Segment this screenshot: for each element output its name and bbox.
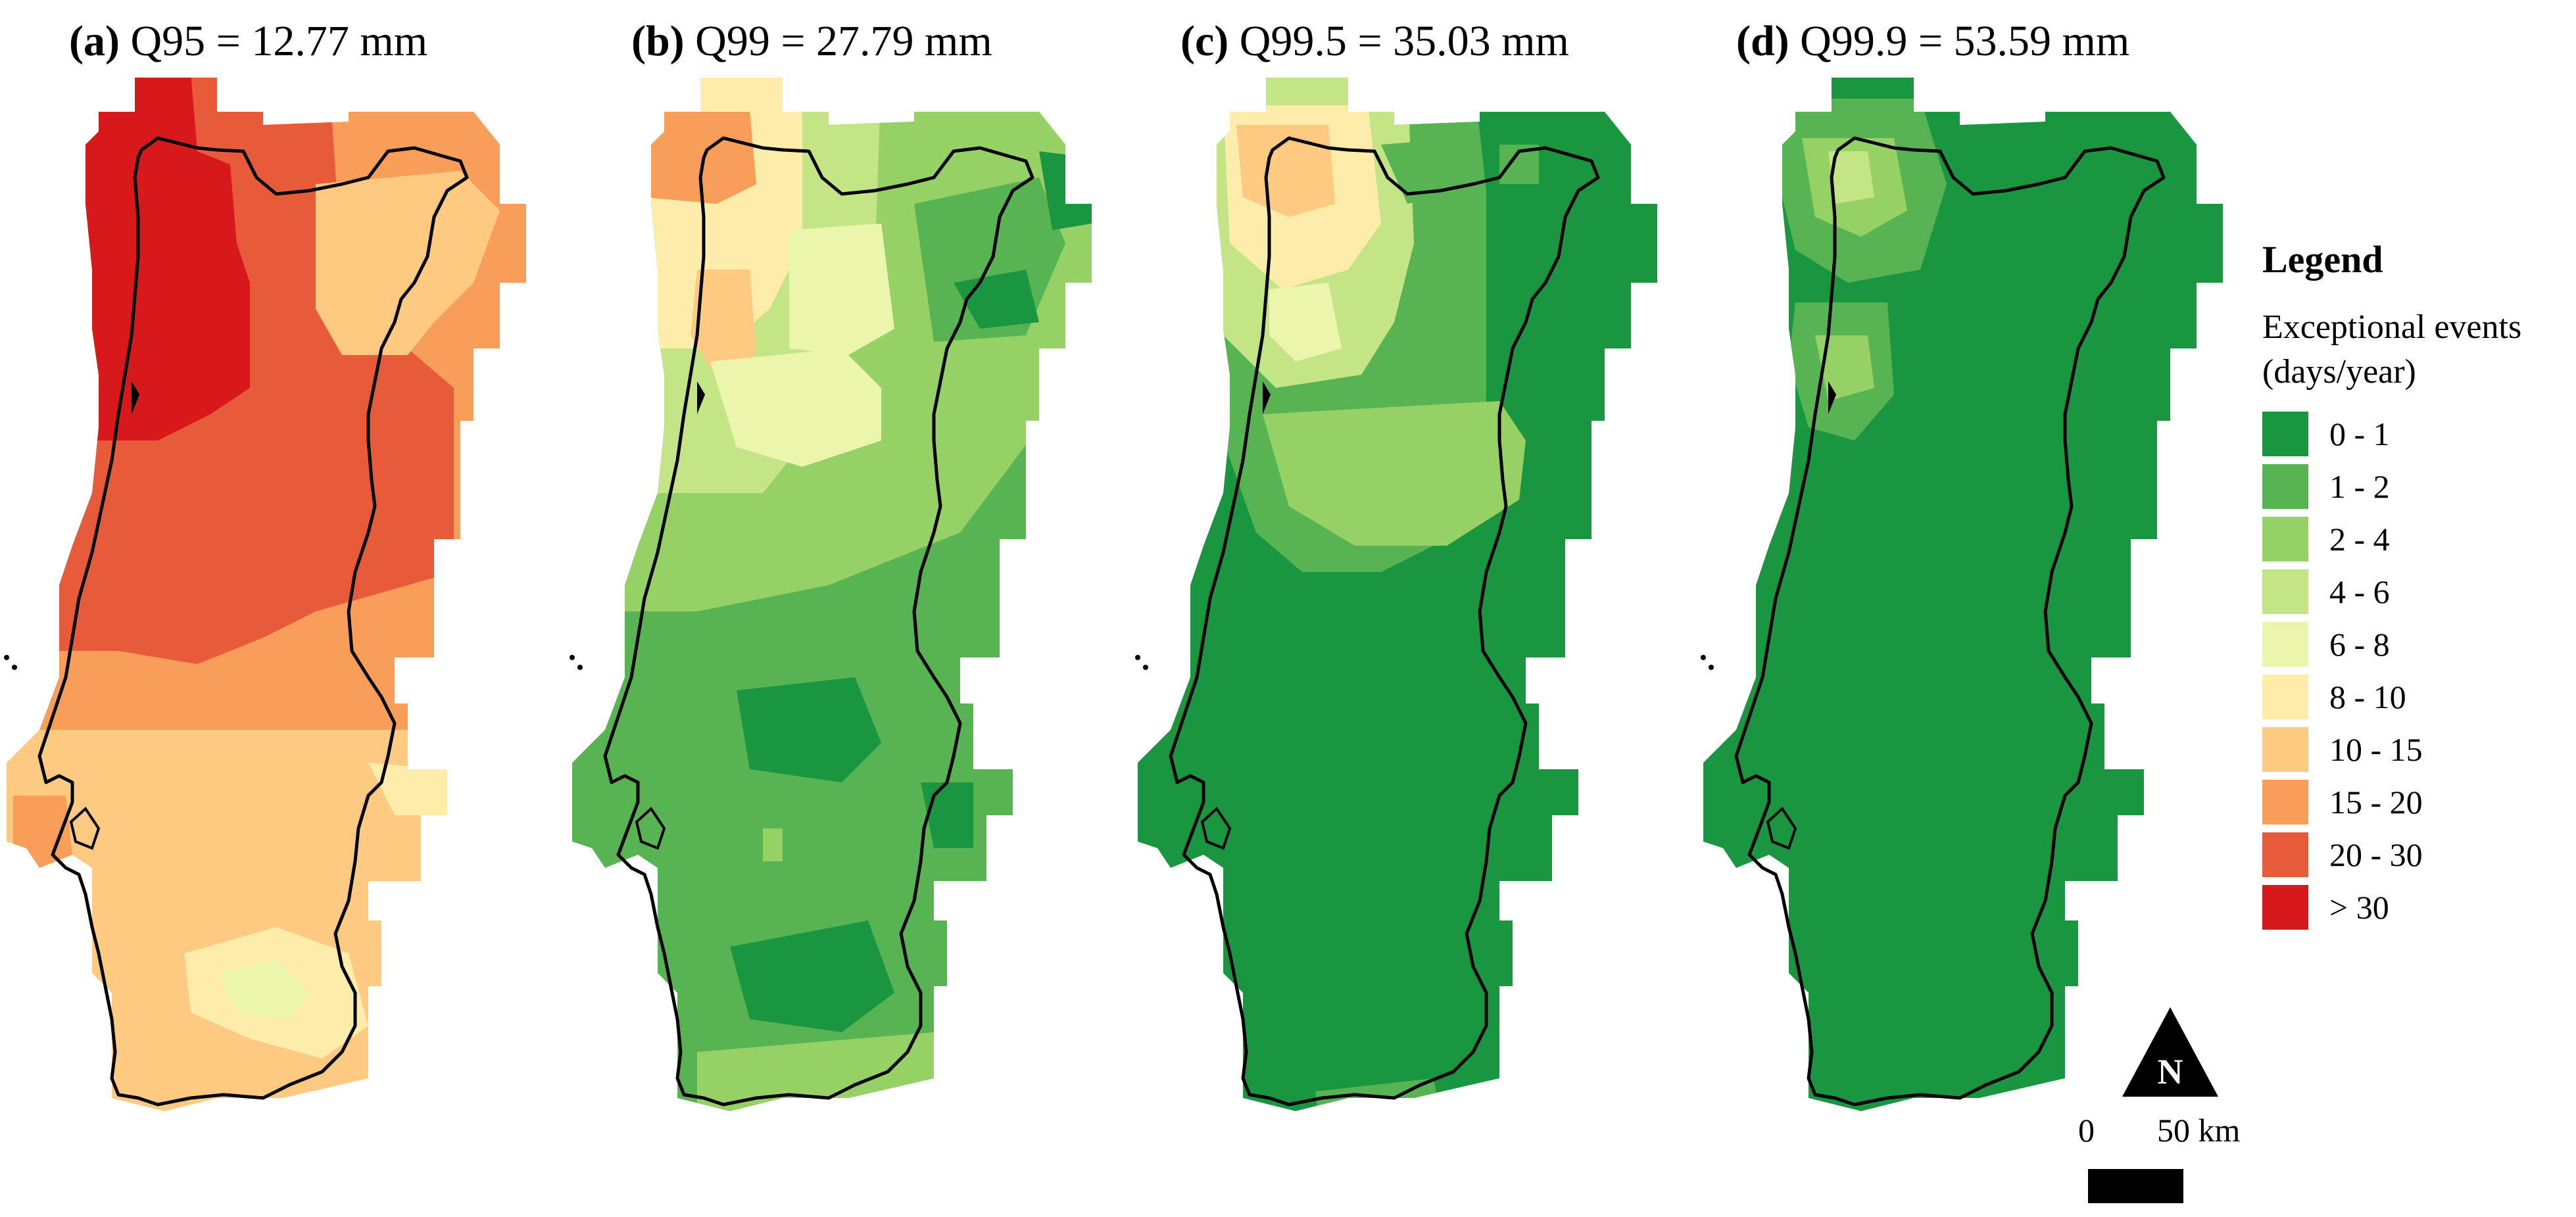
legend-item: 0 - 1 [2262, 412, 2390, 456]
legend-swatch [2262, 675, 2308, 719]
panel-threshold: Q99.5 = 35.03 mm [1239, 17, 1569, 65]
legend-item: 6 - 8 [2262, 622, 2390, 667]
legend-item: 8 - 10 [2262, 675, 2406, 719]
legend-item: 20 - 30 [2262, 832, 2423, 877]
scale-end-label: 50 km [2157, 1112, 2241, 1149]
panel-threshold: Q99 = 27.79 mm [695, 17, 992, 65]
panel-threshold: Q99.9 = 53.59 mm [1800, 17, 2130, 65]
map-panel-d: (d) Q99.9 = 53.59 mm [1697, 0, 2262, 1217]
legend-item: 15 - 20 [2262, 780, 2423, 824]
legend-label: 4 - 6 [2329, 573, 2390, 610]
legend-swatch [2262, 885, 2308, 930]
legend-label: 10 - 15 [2329, 731, 2423, 768]
legend-swatch [2262, 622, 2308, 667]
panel-title-d: (d) Q99.9 = 53.59 mm [1736, 12, 2129, 71]
scale-bar-segment [2088, 1169, 2183, 1203]
panel-title-c: (c) Q99.5 = 35.03 mm [1180, 12, 1569, 71]
legend-title: Legend [2262, 238, 2383, 281]
legend-label: 0 - 1 [2329, 416, 2390, 452]
legend-label: 8 - 10 [2329, 679, 2406, 715]
north-arrow-label: N [2158, 1052, 2183, 1091]
map-legend: Legend Exceptional events (days/year) 0 … [2262, 237, 2571, 938]
legend-swatch [2262, 780, 2308, 824]
panel-tag: (a) [69, 17, 120, 65]
legend-label: 15 - 20 [2329, 784, 2423, 821]
scale-bar: 0 50 km [2065, 1111, 2275, 1210]
scale-start-label: 0 [2078, 1112, 2095, 1149]
north-arrow-icon: N [2122, 1007, 2218, 1097]
legend-item: 10 - 15 [2262, 727, 2423, 772]
panel-tag: (d) [1736, 17, 1789, 65]
panel-threshold: Q95 = 12.77 mm [130, 17, 428, 65]
panel-tag: (b) [631, 17, 685, 65]
legend-item: 4 - 6 [2262, 569, 2390, 614]
legend-classes: 0 - 1 1 - 2 2 - 4 4 - 6 6 - 8 8 - 10 10 … [2262, 412, 2571, 938]
legend-label: 1 - 2 [2329, 468, 2390, 505]
legend-swatch [2262, 412, 2308, 456]
legend-label: 2 - 4 [2329, 521, 2390, 558]
map-panel-b: (b) Q99 = 27.79 mm [566, 0, 1131, 1217]
legend-subtitle-line-2: (days/year) [2262, 353, 2416, 391]
panel-tag: (c) [1180, 17, 1229, 65]
map-panel-c: (c) Q99.5 = 35.03 mm [1131, 0, 1697, 1217]
legend-subtitle-line-1: Exceptional events [2262, 308, 2522, 346]
map-portugal-d [1701, 78, 2223, 1111]
legend-label: 6 - 8 [2329, 626, 2390, 663]
map-portugal-b [570, 78, 1092, 1111]
map-portugal-a [4, 78, 526, 1111]
legend-swatch [2262, 727, 2308, 772]
legend-item: > 30 [2262, 885, 2389, 930]
legend-label: 20 - 30 [2329, 836, 2423, 873]
panel-title-b: (b) Q99 = 27.79 mm [631, 12, 992, 71]
legend-swatch [2262, 464, 2308, 509]
legend-swatch [2262, 832, 2308, 877]
map-panel-a: (a) Q95 = 12.77 mm [0, 0, 566, 1217]
panel-title-a: (a) Q95 = 12.77 mm [69, 12, 427, 71]
legend-subtitle: Exceptional events (days/year) [2262, 305, 2571, 394]
map-portugal-c [1135, 78, 1657, 1111]
legend-item: 2 - 4 [2262, 517, 2390, 561]
legend-item: 1 - 2 [2262, 464, 2390, 509]
legend-label: > 30 [2329, 889, 2389, 926]
legend-swatch [2262, 517, 2308, 561]
legend-swatch [2262, 569, 2308, 614]
